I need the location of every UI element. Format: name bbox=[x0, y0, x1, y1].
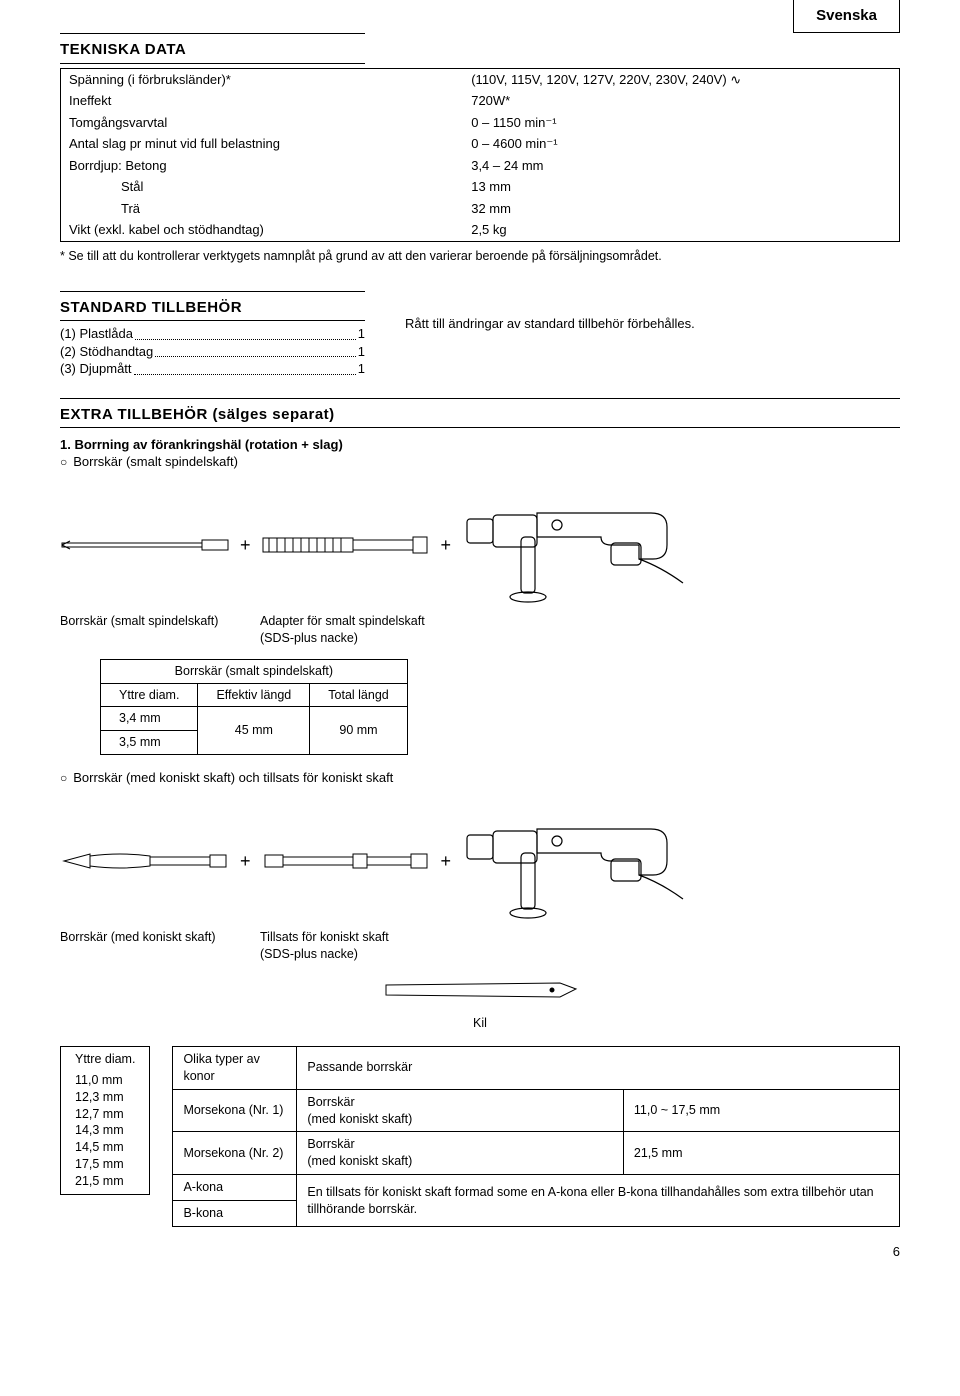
outer-diam-value: 14,3 mm bbox=[75, 1122, 135, 1139]
outer-diam-value: 11,0 mm bbox=[75, 1072, 135, 1089]
caption-taper-adapter: Tillsats för koniskt skaft (SDS-plus nac… bbox=[260, 929, 450, 963]
col-outer: Yttre diam. bbox=[101, 683, 198, 707]
cell: 45 mm bbox=[198, 707, 310, 755]
cell: 3,5 mm bbox=[101, 731, 198, 755]
page-number: 6 bbox=[60, 1243, 900, 1261]
tekniska-value: 720W* bbox=[463, 90, 899, 112]
drill-machine-icon bbox=[461, 801, 691, 921]
small-table-header: Borrskär (smalt spindelskaft) bbox=[101, 659, 408, 683]
standard-item: (1) Plastlåda1 bbox=[60, 325, 365, 343]
plus-icon: + bbox=[437, 849, 456, 873]
cell: 90 mm bbox=[310, 707, 407, 755]
taper-col-2: Passande borrskär bbox=[297, 1046, 900, 1089]
cell: Morsekona (Nr. 1) bbox=[173, 1089, 297, 1132]
outer-diam-header: Yttre diam. bbox=[75, 1051, 135, 1068]
drill-machine-icon bbox=[461, 485, 691, 605]
kil-label: Kil bbox=[60, 1015, 900, 1032]
caption-adapter: Adapter för smalt spindelskaft (SDS-plus… bbox=[260, 613, 450, 647]
tekniska-label: Ineffekt bbox=[61, 90, 464, 112]
small-drill-table: Borrskär (smalt spindelskaft) Yttre diam… bbox=[100, 659, 408, 756]
cell: Borrskär (med koniskt skaft) bbox=[297, 1089, 624, 1132]
cell: En tillsats för koniskt skaft formad som… bbox=[297, 1175, 900, 1227]
tekniska-label: Borrdjup: Betong bbox=[61, 155, 464, 177]
cell: A-kona bbox=[173, 1175, 297, 1201]
standard-note: Rått till ändringar av standard tillbehö… bbox=[405, 315, 900, 333]
plus-icon: + bbox=[236, 849, 255, 873]
outer-diam-value: 12,3 mm bbox=[75, 1089, 135, 1106]
caption-bit: Borrskär (smalt spindelskaft) bbox=[60, 613, 230, 647]
tekniska-label: Trä bbox=[61, 198, 464, 220]
extra-item1-title: 1. Borrning av förankringshäl (rotation … bbox=[60, 436, 900, 454]
cell: Borrskär (med koniskt skaft) bbox=[297, 1132, 624, 1175]
tekniska-label: Vikt (exkl. kabel och stödhandtag) bbox=[61, 219, 464, 241]
tekniska-value: 13 mm bbox=[463, 176, 899, 198]
tekniska-label: Spänning (i förbruksländer)* bbox=[61, 68, 464, 90]
tekniska-heading: TEKNISKA DATA bbox=[60, 40, 365, 63]
illustration-row-2: + + bbox=[60, 801, 900, 921]
extra-item2-sub: Borrskär (med koniskt skaft) och tillsat… bbox=[60, 769, 900, 787]
tekniska-label: Stål bbox=[61, 176, 464, 198]
col-eff: Effektiv längd bbox=[198, 683, 310, 707]
col-total: Total längd bbox=[310, 683, 407, 707]
outer-diam-box: Yttre diam. 11,0 mm12,3 mm12,7 mm14,3 mm… bbox=[60, 1046, 150, 1195]
language-box: Svenska bbox=[793, 0, 900, 33]
taper-col-1: Olika typer av konor bbox=[173, 1046, 297, 1089]
taper-adapter-icon bbox=[261, 850, 431, 872]
illustration-row-1: + + bbox=[60, 485, 900, 605]
tekniska-value: 32 mm bbox=[463, 198, 899, 220]
outer-diam-value: 17,5 mm bbox=[75, 1156, 135, 1173]
outer-diam-value: 14,5 mm bbox=[75, 1139, 135, 1156]
plus-icon: + bbox=[437, 533, 456, 557]
cell: Morsekona (Nr. 2) bbox=[173, 1132, 297, 1175]
adapter-icon bbox=[261, 532, 431, 558]
cell: 3,4 mm bbox=[101, 707, 198, 731]
tekniska-value: 3,4 – 24 mm bbox=[463, 155, 899, 177]
tekniska-table: Spänning (i förbruksländer)*(110V, 115V,… bbox=[60, 68, 900, 242]
cell: 11,0 ~ 17,5 mm bbox=[623, 1089, 899, 1132]
plus-icon: + bbox=[236, 533, 255, 557]
standard-item: (3) Djupmått1 bbox=[60, 360, 365, 378]
tekniska-footnote: * Se till att du kontrollerar verktygets… bbox=[60, 248, 900, 265]
tekniska-label: Tomgångsvarvtal bbox=[61, 112, 464, 134]
outer-diam-value: 12,7 mm bbox=[75, 1106, 135, 1123]
standard-heading: STANDARD TILLBEHÖR bbox=[60, 298, 365, 321]
tekniska-value: 0 – 1150 min⁻¹ bbox=[463, 112, 899, 134]
extra-item1-sub: Borrskär (smalt spindelskaft) bbox=[60, 453, 900, 471]
standard-item: (2) Stödhandtag1 bbox=[60, 343, 365, 361]
cell: 21,5 mm bbox=[623, 1132, 899, 1175]
wedge-illustration bbox=[60, 975, 900, 1010]
tekniska-label: Antal slag pr minut vid full belastning bbox=[61, 133, 464, 155]
tekniska-value: 2,5 kg bbox=[463, 219, 899, 241]
extra-heading: EXTRA TILLBEHÖR (sälges separat) bbox=[60, 405, 900, 428]
cell: B-kona bbox=[173, 1201, 297, 1227]
tekniska-value: 0 – 4600 min⁻¹ bbox=[463, 133, 899, 155]
caption-taper-bit: Borrskär (med koniskt skaft) bbox=[60, 929, 230, 963]
taper-bit-icon bbox=[60, 850, 230, 872]
tekniska-value: (110V, 115V, 120V, 127V, 220V, 230V, 240… bbox=[463, 68, 899, 90]
outer-diam-value: 21,5 mm bbox=[75, 1173, 135, 1190]
drill-bit-icon bbox=[60, 536, 230, 554]
taper-table: Olika typer av konor Passande borrskär M… bbox=[172, 1046, 900, 1227]
